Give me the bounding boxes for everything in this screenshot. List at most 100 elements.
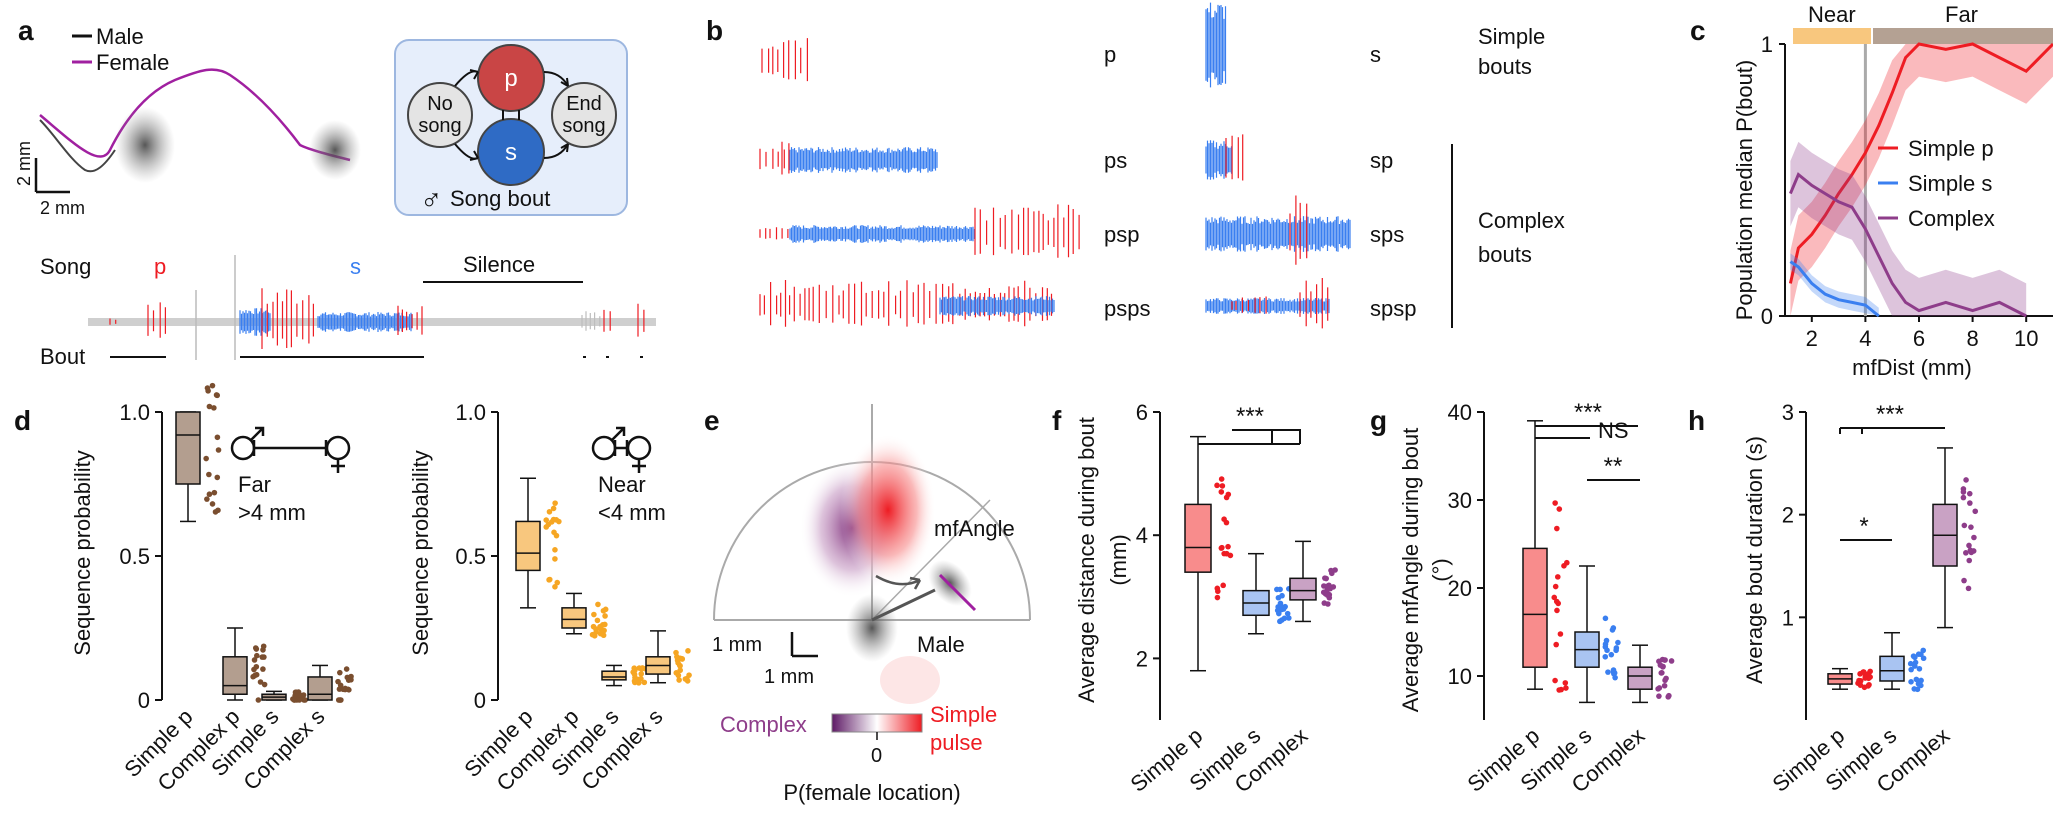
d-near-point-1-10 — [591, 611, 597, 618]
h-ylabel: Average bout duration (s) — [1742, 436, 1767, 684]
d-near-point-0-16 — [551, 529, 557, 536]
left-label-psp: psp — [1104, 222, 1139, 247]
f-point-0-7 — [1225, 543, 1231, 550]
mf-vector — [871, 588, 936, 622]
h-point-2-17 — [1966, 557, 1973, 564]
p-node-label: p — [504, 65, 517, 92]
right-label-sp: sp — [1370, 148, 1393, 173]
g-point-1-16 — [1605, 669, 1611, 675]
g-point-2-17 — [1668, 658, 1675, 664]
g-box-0 — [1522, 547, 1548, 668]
male-fly-center-image — [846, 594, 898, 662]
d-far-point-0-15 — [215, 507, 221, 514]
h-point-1-7 — [1920, 655, 1927, 662]
d-near-point-0-10 — [553, 517, 560, 523]
d-near-point-1-17 — [589, 631, 596, 638]
f-point-0-16 — [1215, 588, 1221, 595]
f-point-0-13 — [1218, 545, 1225, 551]
angle-diagonal — [871, 499, 991, 621]
g-point-1-12 — [1608, 651, 1615, 658]
panel-label-a: a — [18, 15, 34, 46]
d-near-point-0-7 — [552, 556, 558, 562]
g-ytick-label-0: 10 — [1448, 664, 1472, 689]
left-label-psps: psps — [1104, 296, 1150, 321]
h-point-0-15 — [1857, 671, 1863, 677]
cb-zero-label: 0 — [871, 745, 882, 767]
h-point-0-16 — [1866, 681, 1872, 688]
f-ytick-label-2: 6 — [1136, 400, 1148, 425]
d-near-point-3-15 — [682, 676, 689, 682]
d-far-point-1-4 — [251, 657, 258, 663]
d-far-ylabel: Sequence probability — [70, 450, 95, 655]
d-near-point-1-7 — [595, 601, 601, 608]
sine-burst-2 — [317, 312, 412, 332]
h-point-2-6 — [1966, 490, 1973, 497]
right-bout-2-1 — [1289, 195, 1308, 265]
scale-label-vertical: 2 mm — [14, 141, 34, 186]
female-trajectory — [39, 68, 351, 162]
h-point-1-8 — [1908, 666, 1914, 673]
left-bout-1-0 — [759, 148, 785, 170]
g-sig3-label: ** — [1604, 453, 1623, 480]
right-bout-3-1 — [1231, 296, 1267, 314]
song-trace — [109, 288, 645, 349]
f-ytick-label-0: 2 — [1136, 646, 1148, 671]
right-label-spsp: spsp — [1370, 296, 1416, 321]
f-point-1-14 — [1277, 600, 1284, 607]
d-near-point-3-7 — [673, 649, 679, 656]
d-far-ytick-label-1: 0.5 — [119, 544, 150, 569]
c-legend-c: Complex — [1908, 206, 1995, 231]
d-far-point-2-17 — [297, 692, 303, 698]
e-xlabel: P(female location) — [783, 780, 960, 805]
d-near-point-3-6 — [676, 677, 682, 683]
c-xtick-label-10: 10 — [2014, 326, 2038, 351]
pulse-burst-2 — [147, 302, 166, 338]
end-song-node — [551, 82, 617, 148]
panel-label-b: b — [706, 15, 723, 46]
h-point-2-9 — [1960, 494, 1967, 501]
g-point-0-13 — [1554, 574, 1561, 580]
d-far-point-3-17 — [345, 686, 351, 693]
g-point-0-6 — [1556, 506, 1563, 512]
d-far-point-3-16 — [343, 666, 350, 672]
h-point-2-12 — [1968, 524, 1974, 530]
g-point-0-10 — [1557, 631, 1564, 637]
g-ylabel: Average mfAngle during bout — [1398, 428, 1423, 713]
d-far-point-3-8 — [337, 697, 344, 703]
far-label-2: >4 mm — [238, 500, 306, 525]
g-point-0-3 — [1554, 607, 1560, 614]
right-label-sps: sps — [1370, 222, 1404, 247]
f-point-0-10 — [1218, 476, 1225, 482]
h-point-1-6 — [1912, 663, 1918, 669]
g-point-0-9 — [1554, 525, 1560, 532]
h-point-1-17 — [1915, 651, 1922, 657]
far-label: Far — [1945, 2, 1978, 27]
d-near-point-1-4 — [600, 607, 607, 614]
end-song-label-2: song — [562, 115, 605, 137]
right-bout-1-0 — [1205, 140, 1233, 180]
h-sig2-label: * — [1859, 513, 1868, 540]
sine-burst-1 — [239, 308, 271, 336]
male-trajectory — [39, 119, 116, 173]
d-far-point-0-0 — [203, 455, 209, 462]
g-point-0-5 — [1558, 686, 1564, 693]
d-far-point-1-11 — [261, 681, 268, 688]
d-far-point-1-16 — [260, 666, 266, 672]
g-point-2-4 — [1658, 670, 1665, 676]
h-point-1-13 — [1907, 660, 1914, 667]
d-far-point-3-14 — [336, 686, 343, 692]
panel-a: a Male Female 2 mm 2 mm No song p s End … — [14, 15, 656, 369]
grey-burst-1 — [581, 311, 601, 331]
h-ytick-label-0: 1 — [1782, 605, 1794, 630]
bout-examples — [759, 2, 1351, 329]
c-xtick-label-8: 8 — [1966, 326, 1978, 351]
d-far-point-0-11 — [211, 405, 217, 411]
p-node — [477, 44, 545, 112]
far-sex-symbols — [230, 426, 351, 473]
s-node — [477, 118, 545, 186]
d-near-point-0-14 — [552, 500, 558, 506]
